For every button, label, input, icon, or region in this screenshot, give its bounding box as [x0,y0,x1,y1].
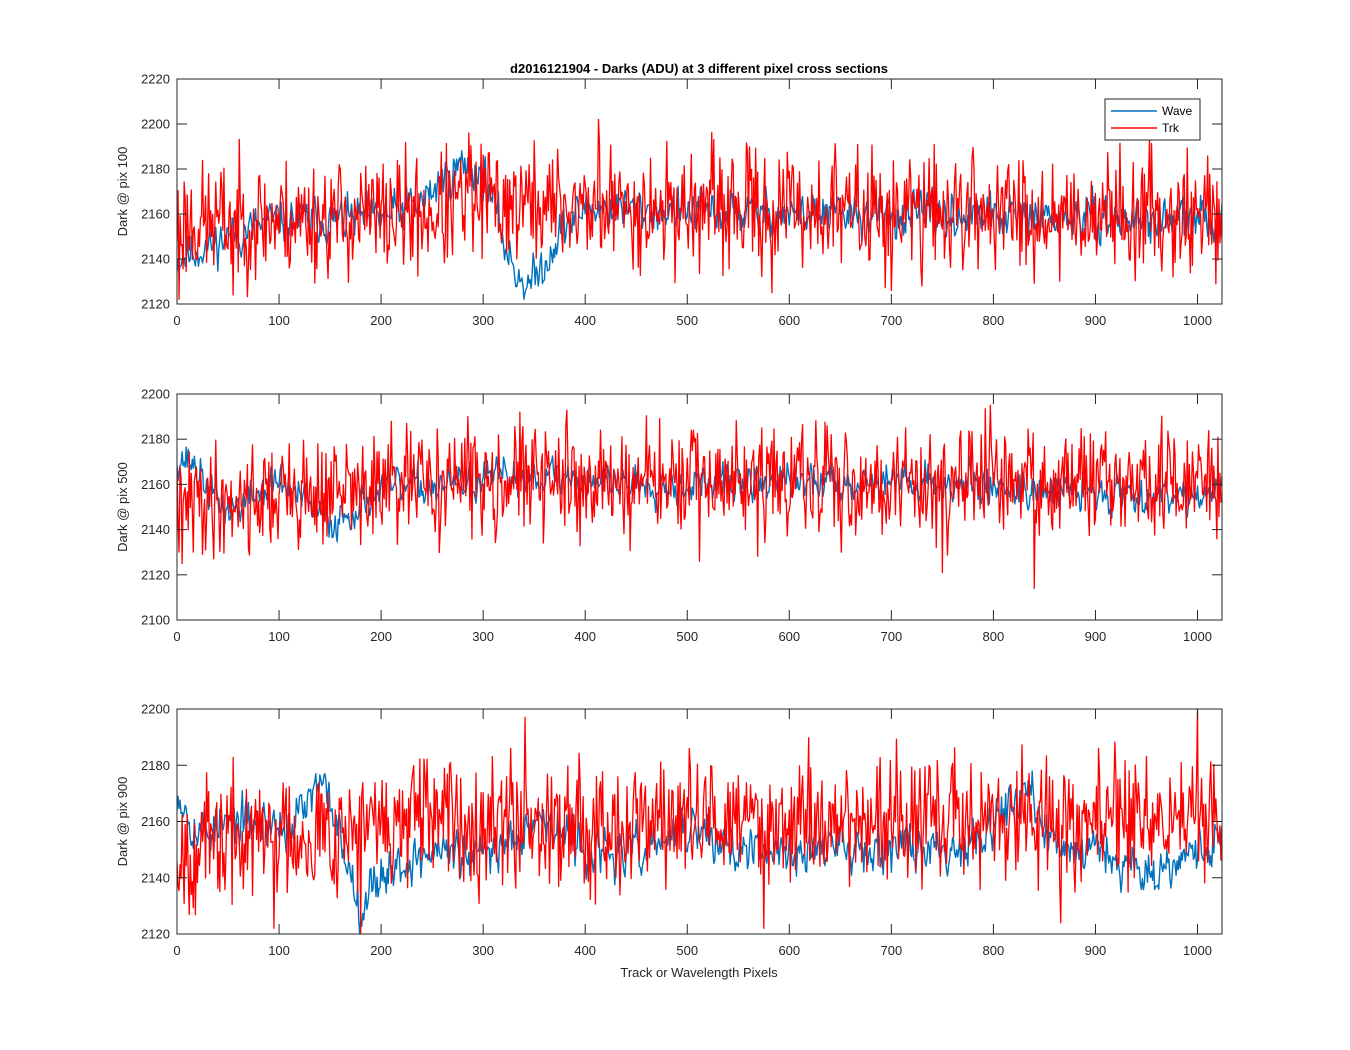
x-tick-label: 400 [574,629,596,644]
y-axis-label: Dark @ pix 100 [115,147,130,237]
x-tick-label: 300 [472,313,494,328]
x-tick-label: 0 [173,313,180,328]
x-tick-label: 100 [268,313,290,328]
subplot-3: 0 100 200 300 400 500 600 700 800 900 1000 2120 2140… [115,702,1223,958]
x-tick-label: 100 [268,943,290,958]
x-tick-label: 800 [983,629,1005,644]
x-tick-label: 600 [778,629,800,644]
x-tick-label: 1000 [1183,313,1212,328]
y-tick-label: 2160 [141,477,170,492]
x-tick-label: 400 [574,313,596,328]
subplot-2: 0 100 200 300 400 500 600 700 800 900 1000 2100 2120… [115,387,1223,644]
y-axis-label: Dark @ pix 500 [115,462,130,552]
x-tick-label: 0 [173,943,180,958]
y-axis-label: Dark @ pix 900 [115,777,130,867]
x-tick-label: 500 [676,313,698,328]
x-tick-label: 900 [1085,943,1107,958]
x-tick-label: 1000 [1183,629,1212,644]
y-tick-label: 2160 [141,207,170,222]
x-tick-label: 700 [881,943,903,958]
legend-label-trk: Trk [1162,121,1180,135]
axes-box [176,78,1223,305]
legend-box [1104,98,1201,141]
y-tick-label: 2220 [141,72,170,87]
subplot-1: 0 100 200 300 400 500 600 700 800 900 1000 2120 2140… [115,72,1223,328]
x-tick-label: 300 [472,629,494,644]
x-tick-label: 500 [676,943,698,958]
y-tick-label: 2120 [141,927,170,942]
x-tick-label: 500 [676,629,698,644]
series-line-trk [177,404,1222,590]
series-line-trk [177,118,1222,301]
x-tick-label: 400 [574,943,596,958]
legend-label-wave: Wave [1162,104,1193,118]
x-tick-label: 1000 [1183,943,1212,958]
y-tick-label: 2200 [141,702,170,717]
y-tick-label: 2200 [141,117,170,132]
x-tick-label: 600 [778,313,800,328]
y-tick-label: 2180 [141,758,170,773]
y-tick-label: 2200 [141,387,170,402]
x-tick-label: 900 [1085,629,1107,644]
x-tick-label: 200 [370,943,392,958]
legend: Wave Trk [1104,98,1201,141]
y-tick-label: 2140 [141,252,170,267]
axes-box [176,708,1223,935]
x-tick-label: 700 [881,313,903,328]
y-tick-label: 2140 [141,870,170,885]
y-tick-label: 2120 [141,297,170,312]
x-tick-label: 800 [983,313,1005,328]
y-tick-label: 2140 [141,522,170,537]
axes-box [176,393,1223,621]
y-tick-label: 2120 [141,567,170,582]
x-tick-label: 200 [370,313,392,328]
x-tick-label: 0 [173,629,180,644]
series-line-trk [177,709,1222,934]
x-tick-label: 300 [472,943,494,958]
x-axis-label: Track or Wavelength Pixels [620,965,778,980]
x-tick-label: 900 [1085,313,1107,328]
y-tick-label: 2160 [141,814,170,829]
y-tick-label: 2180 [141,162,170,177]
x-tick-label: 800 [983,943,1005,958]
y-tick-label: 2100 [141,613,170,628]
x-tick-label: 600 [778,943,800,958]
y-tick-label: 2180 [141,432,170,447]
x-tick-label: 100 [268,629,290,644]
series-line-wave [177,150,1222,300]
x-tick-label: 200 [370,629,392,644]
x-tick-label: 700 [881,629,903,644]
chart-title: d2016121904 - Darks (ADU) at 3 different… [510,61,888,76]
